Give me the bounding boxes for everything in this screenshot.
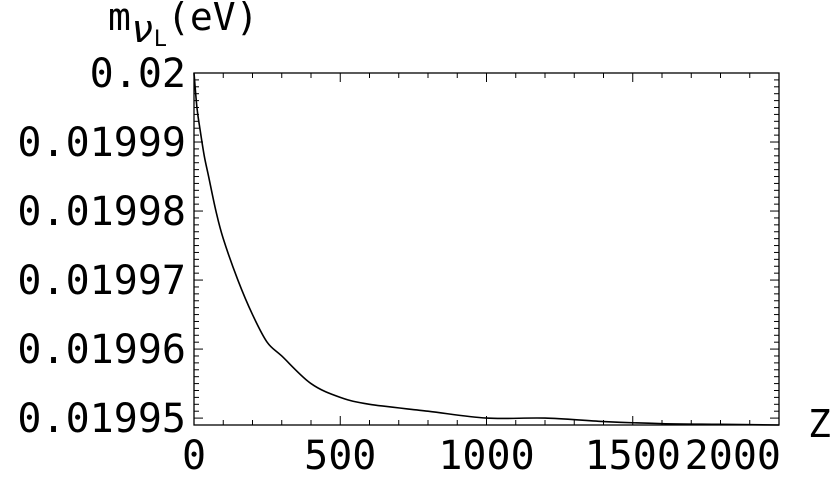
y-tick-labels: 0.01995 0.01996 0.01997 0.01998 0.01999 0.02 [17, 51, 186, 442]
plot-frame [193, 72, 780, 426]
y-axis-label-base: m [108, 0, 131, 39]
x-axis-label: Z [808, 402, 831, 446]
y-axis-label-sub-subscript: L [154, 27, 167, 52]
x-tick-label: 0 [182, 433, 206, 477]
x-ticks [193, 73, 780, 425]
y-tick-label: 0.01996 [17, 327, 186, 373]
x-tick-label: 500 [304, 433, 376, 477]
y-axis-label: mνL(eV) [108, 0, 259, 52]
y-tick-label: 0.01999 [17, 120, 186, 166]
y-tick-label: 0.01995 [17, 396, 186, 442]
y-ticks [194, 72, 779, 426]
y-tick-label: 0.01998 [17, 189, 186, 235]
y-axis-label-unit: (eV) [167, 0, 259, 39]
x-tick-label: 1500 [585, 433, 681, 477]
x-tick-label: 1000 [438, 433, 534, 477]
y-axis-label-subscript: ν [131, 7, 154, 51]
series-line [193, 72, 780, 426]
y-tick-label: 0.02 [90, 51, 186, 97]
x-tick-label: 2000 [685, 433, 781, 477]
y-tick-label: 0.01997 [17, 258, 186, 304]
x-tick-labels: 0 500 1000 1500 2000 [182, 433, 781, 477]
